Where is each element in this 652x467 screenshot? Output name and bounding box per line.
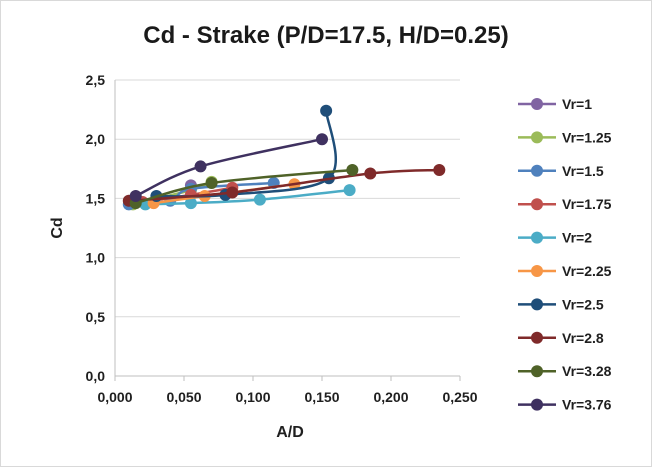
data-point xyxy=(343,184,356,197)
series-line xyxy=(128,168,440,203)
legend-marker xyxy=(531,365,543,378)
legend-marker xyxy=(531,164,543,177)
data-point xyxy=(226,186,239,199)
x-tick-label: 0,050 xyxy=(166,389,201,405)
series-Vr=2 xyxy=(139,184,356,211)
legend-marker xyxy=(531,331,543,344)
legend-marker xyxy=(531,298,543,311)
data-point xyxy=(364,167,377,180)
chart-title: Cd - Strake (P/D=17.5, H/D=0.25) xyxy=(143,22,509,49)
legend-item: Vr=2.25 xyxy=(518,263,612,279)
legend-item: Vr=3.28 xyxy=(518,363,612,379)
gridlines xyxy=(115,79,460,318)
data-point xyxy=(184,197,197,210)
axes xyxy=(114,80,461,381)
legend-label: Vr=1 xyxy=(562,96,592,112)
data-point xyxy=(316,133,328,146)
legend: Vr=1 Vr=1.25 Vr=1.5 Vr=1.75 Vr=2 Vr=2.25 Vr=2.… xyxy=(518,96,612,413)
x-tick-labels: 0,000 0,050 0,100 0,150 0,200 0,250 xyxy=(97,389,477,405)
series-Vr=3.76 xyxy=(129,133,328,203)
data-point xyxy=(433,163,446,176)
legend-label: Vr=2.25 xyxy=(562,263,612,279)
x-tick-label: 0,200 xyxy=(373,389,408,405)
x-tick-label: 0,100 xyxy=(235,389,270,405)
data-point xyxy=(205,177,218,190)
legend-label: Vr=3.76 xyxy=(562,397,612,413)
y-tick-label: 2,0 xyxy=(86,131,106,147)
data-point xyxy=(253,193,266,206)
y-tick-label: 0,0 xyxy=(86,368,106,384)
y-axis-label: Cd xyxy=(49,217,66,238)
legend-marker xyxy=(531,231,543,244)
legend-item: Vr=2 xyxy=(518,230,592,246)
legend-marker xyxy=(531,398,543,411)
data-point xyxy=(346,163,359,176)
series-line xyxy=(145,188,350,206)
x-tick-label: 0,150 xyxy=(304,389,339,405)
y-tick-label: 1,0 xyxy=(86,250,106,266)
legend-label: Vr=1.75 xyxy=(562,196,612,212)
legend-item: Vr=1.25 xyxy=(518,129,612,145)
y-tick-label: 1,5 xyxy=(86,190,106,206)
legend-item: Vr=2.8 xyxy=(518,330,604,346)
legend-label: Vr=3.28 xyxy=(562,363,612,379)
legend-label: Vr=2 xyxy=(562,230,592,246)
legend-item: Vr=1 xyxy=(518,96,592,112)
legend-marker xyxy=(531,98,543,110)
series-layer xyxy=(122,104,446,211)
legend-label: Vr=1.25 xyxy=(562,129,612,145)
legend-item: Vr=1.75 xyxy=(518,196,612,212)
x-tick-label: 0,000 xyxy=(97,389,132,405)
y-tick-label: 2,5 xyxy=(86,72,106,88)
legend-item: Vr=1.5 xyxy=(518,163,604,179)
series-Vr=2.5 xyxy=(150,104,337,203)
legend-label: Vr=1.5 xyxy=(562,163,604,179)
x-axis-label: A/D xyxy=(276,424,304,441)
legend-marker xyxy=(531,265,543,277)
series-Vr=3.28 xyxy=(129,163,359,210)
legend-marker xyxy=(531,131,543,144)
data-point xyxy=(129,190,142,203)
legend-item: Vr=3.76 xyxy=(518,397,612,413)
legend-label: Vr=2.5 xyxy=(562,296,604,312)
legend-label: Vr=2.8 xyxy=(562,330,604,346)
data-point xyxy=(194,160,207,173)
legend-marker xyxy=(531,198,543,211)
legend-item: Vr=2.5 xyxy=(518,296,604,312)
data-point xyxy=(320,104,333,117)
y-tick-labels: 0,0 0,5 1,0 1,5 2,0 2,5 xyxy=(86,72,106,384)
y-tick-label: 0,5 xyxy=(86,309,106,325)
x-tick-label: 0,250 xyxy=(442,389,477,405)
